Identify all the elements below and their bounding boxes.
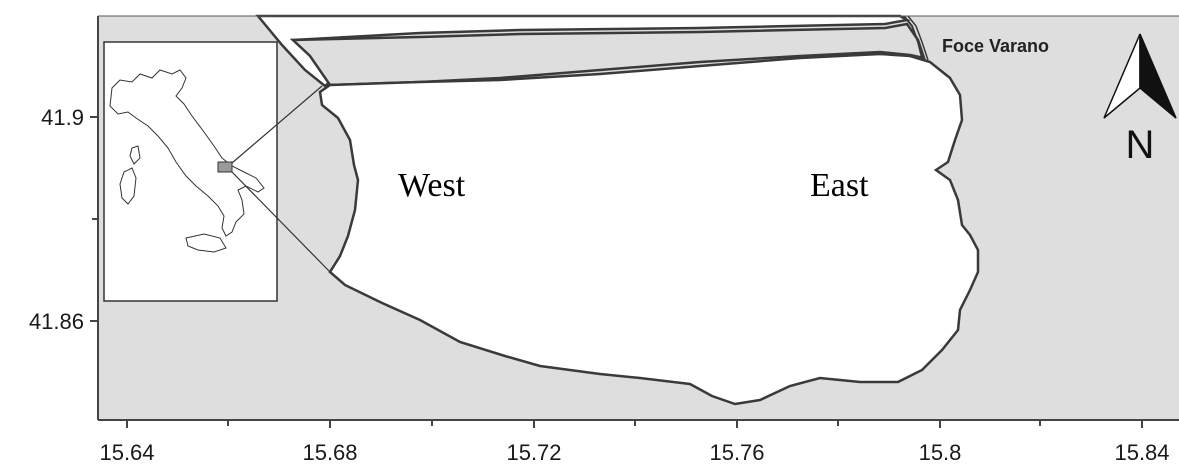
x-tick-label-2: 15.72 bbox=[506, 440, 561, 465]
east-label: East bbox=[810, 167, 869, 204]
x-tick-label-5: 15.84 bbox=[1114, 440, 1169, 465]
x-tick-label-3: 15.76 bbox=[709, 440, 764, 465]
study-area-marker bbox=[218, 162, 232, 172]
west-label: West bbox=[398, 167, 466, 204]
y-tick-label-1: 41.86 bbox=[29, 309, 84, 334]
north-label: N bbox=[1126, 123, 1155, 167]
y-tick-marks bbox=[90, 117, 98, 321]
x-tick-label-0: 15.64 bbox=[99, 440, 154, 465]
x-tick-marks bbox=[127, 420, 1142, 428]
x-tick-label-4: 15.8 bbox=[919, 440, 962, 465]
outlet-label: Foce Varano bbox=[942, 36, 1049, 56]
y-tick-label-0: 41.9 bbox=[41, 105, 84, 130]
x-tick-label-1: 15.68 bbox=[302, 440, 357, 465]
